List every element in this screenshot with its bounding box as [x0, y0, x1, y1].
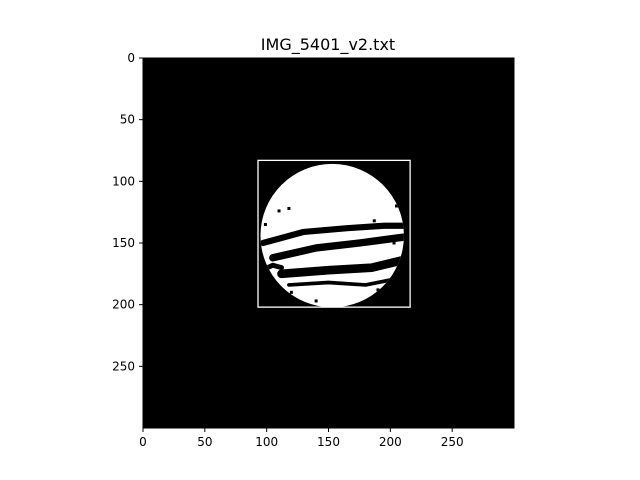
- y-tick-label: 150: [112, 236, 135, 250]
- speckle-2: [287, 206, 291, 210]
- y-tick-label: 100: [112, 174, 135, 188]
- x-axis: 0 50 100 150 200 250: [139, 428, 464, 449]
- segmented-object: [260, 163, 404, 308]
- speckle-5: [372, 219, 376, 223]
- bounding-box: [257, 159, 411, 308]
- y-tick-label: 50: [120, 113, 135, 127]
- x-tick-label: 250: [441, 435, 464, 449]
- chart-title: IMG_5401_v2.txt: [261, 35, 395, 55]
- y-tick-label: 0: [127, 51, 135, 65]
- y-tick-label: 200: [112, 298, 135, 312]
- x-tick-label: 200: [379, 435, 402, 449]
- speckle-9: [376, 288, 380, 292]
- dark-band-2: [269, 233, 404, 262]
- speckle-1: [277, 209, 281, 213]
- y-axis: 0 50 100 150 200 250: [112, 51, 143, 373]
- x-tick-label: 150: [317, 435, 340, 449]
- speckle-3: [263, 223, 267, 226]
- dark-band-5: [287, 278, 393, 287]
- x-tick-label: 100: [255, 435, 278, 449]
- y-tick-label: 250: [112, 359, 135, 373]
- speckle-7: [289, 290, 293, 294]
- speckle-8: [314, 299, 318, 303]
- x-tick-label: 50: [197, 435, 212, 449]
- x-tick-label: 0: [139, 435, 147, 449]
- speckle-6: [392, 241, 396, 245]
- dark-band-1: [260, 222, 404, 247]
- speckle-4: [395, 204, 399, 208]
- dark-band-3: [277, 255, 404, 279]
